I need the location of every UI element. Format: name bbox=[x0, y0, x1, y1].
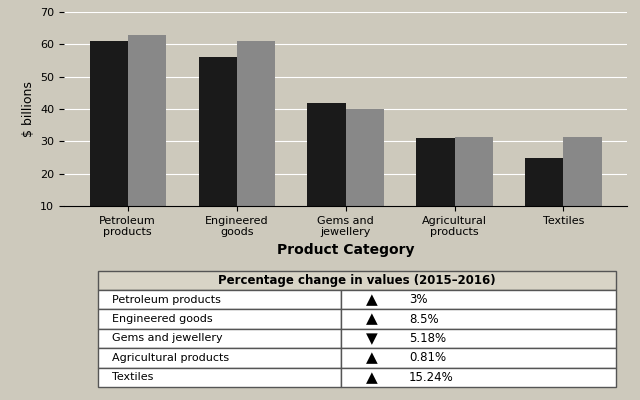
Bar bbox=[341, 309, 616, 329]
Text: 15.24%: 15.24% bbox=[409, 371, 454, 384]
Bar bbox=[98, 270, 616, 290]
Bar bbox=[307, 102, 346, 238]
Bar bbox=[98, 348, 341, 368]
Text: ▲: ▲ bbox=[367, 370, 378, 385]
Bar bbox=[341, 290, 616, 309]
Text: Textiles: Textiles bbox=[112, 372, 153, 382]
Bar bbox=[417, 138, 454, 238]
Text: ▼: ▼ bbox=[367, 331, 378, 346]
Bar bbox=[341, 348, 616, 368]
Bar bbox=[237, 41, 275, 238]
X-axis label: Product Category: Product Category bbox=[277, 243, 414, 257]
Bar bbox=[346, 109, 384, 238]
Bar bbox=[98, 290, 341, 309]
Text: Percentage change in values (2015–2016): Percentage change in values (2015–2016) bbox=[218, 274, 495, 287]
Bar bbox=[128, 35, 166, 238]
Text: 8.5%: 8.5% bbox=[409, 312, 438, 326]
Text: 3%: 3% bbox=[409, 293, 428, 306]
Bar bbox=[341, 329, 616, 348]
Bar bbox=[454, 136, 493, 238]
Text: ▲: ▲ bbox=[367, 292, 378, 307]
Text: 5.18%: 5.18% bbox=[409, 332, 446, 345]
Bar bbox=[98, 329, 341, 348]
Bar bbox=[198, 57, 237, 238]
Text: Gems and jewellery: Gems and jewellery bbox=[112, 334, 223, 344]
Text: Agricultural products: Agricultural products bbox=[112, 353, 229, 363]
Text: ▲: ▲ bbox=[367, 350, 378, 365]
Bar bbox=[98, 368, 341, 387]
Y-axis label: $ billions: $ billions bbox=[22, 81, 35, 137]
Bar bbox=[90, 41, 128, 238]
Text: 0.81%: 0.81% bbox=[409, 351, 446, 364]
Text: Engineered goods: Engineered goods bbox=[112, 314, 212, 324]
Bar bbox=[563, 136, 602, 238]
Text: ▲: ▲ bbox=[367, 312, 378, 326]
Bar bbox=[341, 368, 616, 387]
Text: Petroleum products: Petroleum products bbox=[112, 295, 221, 305]
Bar bbox=[98, 309, 341, 329]
Bar bbox=[525, 158, 563, 238]
